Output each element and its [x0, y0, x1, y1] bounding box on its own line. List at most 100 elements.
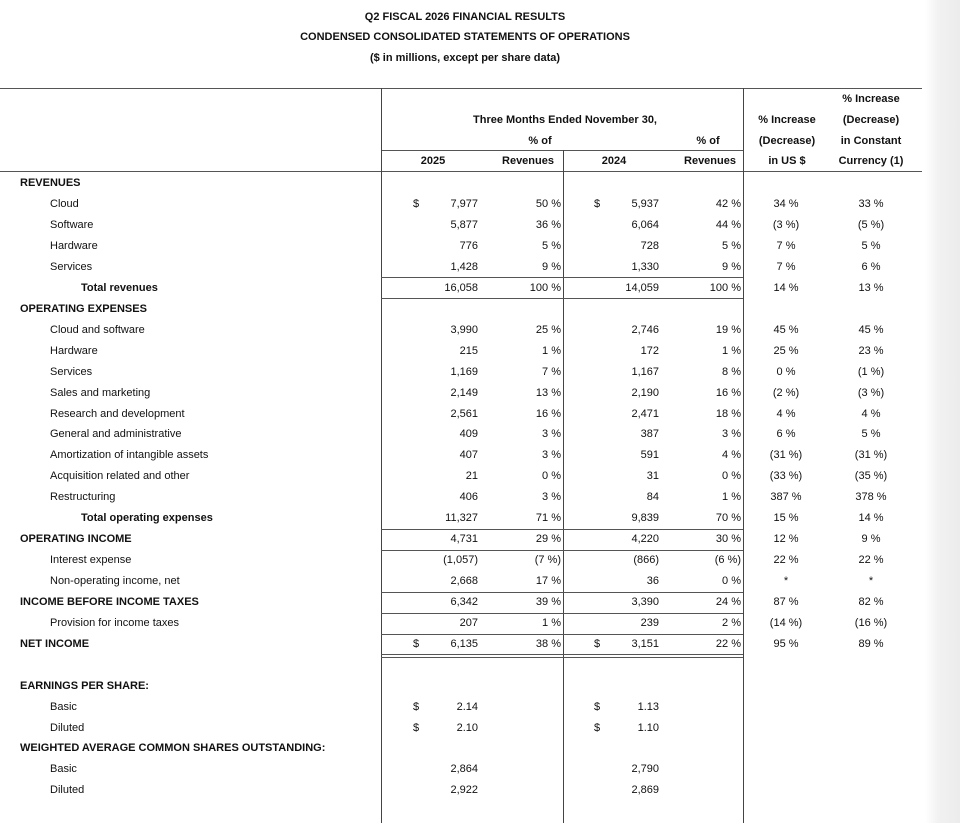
- change-constant-currency: (5 %): [857, 219, 885, 231]
- pct-revenue-prior: 70 %: [715, 512, 741, 524]
- change-us: 0 %: [776, 366, 796, 378]
- pct-revenue-current: 50 %: [535, 198, 561, 210]
- value-prior: 239: [640, 617, 659, 629]
- change-us: 25 %: [773, 345, 799, 357]
- row-label: NET INCOME: [20, 638, 90, 650]
- change-us: 22 %: [773, 554, 799, 566]
- row-label: Research and development: [50, 408, 185, 420]
- currency-symbol: $: [594, 701, 601, 713]
- cc-change-header-4: Currency (1): [838, 155, 904, 167]
- value-current: 3,990: [450, 324, 478, 336]
- value-current: 21: [465, 470, 478, 482]
- value-prior: 3,151: [631, 638, 659, 650]
- row-label: Diluted: [50, 722, 85, 734]
- report-title: Q2 FISCAL 2026 FINANCIAL RESULTS: [364, 11, 566, 23]
- value-current: 1,428: [450, 261, 478, 273]
- change-us: (2 %): [772, 387, 800, 399]
- row-label: Hardware: [50, 345, 98, 357]
- change-us: 4 %: [776, 408, 796, 420]
- row-rule: [381, 550, 743, 551]
- net-income-rule: [381, 654, 743, 655]
- value-current: 2.10: [456, 722, 478, 734]
- change-us: 14 %: [773, 282, 799, 294]
- value-current: 6,342: [450, 596, 478, 608]
- row-label: Software: [50, 219, 94, 231]
- row-label: Total operating expenses: [81, 512, 213, 524]
- value-prior: 591: [640, 449, 659, 461]
- pct-revenue-prior: 9 %: [722, 261, 741, 273]
- value-prior: 6,064: [631, 219, 659, 231]
- row-label: Services: [50, 261, 93, 273]
- change-constant-currency: 14 %: [858, 512, 884, 524]
- value-current: 2,149: [450, 387, 478, 399]
- value-prior: 36: [646, 575, 659, 587]
- change-us: *: [783, 575, 789, 587]
- change-us: 7 %: [776, 240, 796, 252]
- value-prior: 2,190: [631, 387, 659, 399]
- cc-change-header-1: % Increase: [842, 93, 900, 105]
- value-prior: 2,790: [631, 763, 659, 775]
- row-label: INCOME BEFORE INCOME TAXES: [20, 596, 199, 608]
- row-label: Cloud: [50, 198, 79, 210]
- pct-revenue-current: 1 %: [542, 345, 561, 357]
- change-us: 7 %: [776, 261, 796, 273]
- row-label: Acquisition related and other: [50, 470, 190, 482]
- change-constant-currency: 4 %: [861, 408, 881, 420]
- revenues-header-current: Revenues: [502, 155, 554, 167]
- row-label: WEIGHTED AVERAGE COMMON SHARES OUTSTANDI…: [20, 742, 326, 754]
- change-constant-currency: 89 %: [858, 638, 884, 650]
- value-prior: 2,471: [631, 408, 659, 420]
- pct-revenue-prior: 30 %: [715, 533, 741, 545]
- value-prior: 2,746: [631, 324, 659, 336]
- pct-revenue-current: 25 %: [535, 324, 561, 336]
- value-current: 409: [459, 428, 478, 440]
- row-rule: [381, 592, 743, 593]
- change-constant-currency: 23 %: [858, 345, 884, 357]
- pct-revenue-current: 3 %: [542, 449, 561, 461]
- currency-symbol: $: [594, 198, 601, 210]
- currency-symbol: $: [413, 638, 420, 650]
- change-constant-currency: 22 %: [858, 554, 884, 566]
- row-label: Amortization of intangible assets: [50, 449, 209, 461]
- change-us: 95 %: [773, 638, 799, 650]
- pct-revenue-current: 5 %: [542, 240, 561, 252]
- row-rule: [381, 277, 743, 278]
- value-current: 215: [459, 345, 478, 357]
- row-label: Total revenues: [81, 282, 158, 294]
- pct-revenue-current: 0 %: [542, 470, 561, 482]
- row-label: General and administrative: [50, 428, 182, 440]
- net-income-double-rule: [381, 657, 743, 658]
- value-current: 11,327: [445, 512, 478, 524]
- units-note: ($ in millions, except per share data): [369, 52, 561, 64]
- us-change-header-1: % Increase: [758, 114, 816, 126]
- value-current: 776: [459, 240, 478, 252]
- header-bottom-rule: [0, 171, 922, 172]
- pct-revenue-current: 1 %: [542, 617, 561, 629]
- row-label: Diluted: [50, 784, 85, 796]
- value-current: 2,922: [450, 784, 478, 796]
- pct-revenue-prior: 0 %: [722, 575, 741, 587]
- change-constant-currency: *: [868, 575, 874, 587]
- pct-revenue-prior: 2 %: [722, 617, 741, 629]
- pct-revenue-prior: 100 %: [709, 282, 741, 294]
- change-constant-currency: (31 %): [854, 449, 888, 461]
- change-constant-currency: (1 %): [857, 366, 885, 378]
- pct-revenue-prior: (6 %): [714, 554, 741, 566]
- pct-revenue-prior: 22 %: [715, 638, 741, 650]
- row-rule: [381, 634, 743, 635]
- change-us: 12 %: [773, 533, 799, 545]
- us-change-header-2: (Decrease): [758, 135, 816, 147]
- value-current: 407: [459, 449, 478, 461]
- change-constant-currency: 378 %: [855, 491, 887, 503]
- change-us: 87 %: [773, 596, 799, 608]
- pct-revenue-current: 13 %: [535, 387, 561, 399]
- change-constant-currency: 6 %: [861, 261, 881, 273]
- value-current: 2,561: [450, 408, 478, 420]
- row-label: Basic: [50, 763, 77, 775]
- change-us: 15 %: [773, 512, 799, 524]
- value-prior: 14,059: [625, 282, 659, 294]
- value-current: 406: [459, 491, 478, 503]
- row-rule: [381, 613, 743, 614]
- value-prior: 31: [646, 470, 659, 482]
- currency-symbol: $: [413, 198, 420, 210]
